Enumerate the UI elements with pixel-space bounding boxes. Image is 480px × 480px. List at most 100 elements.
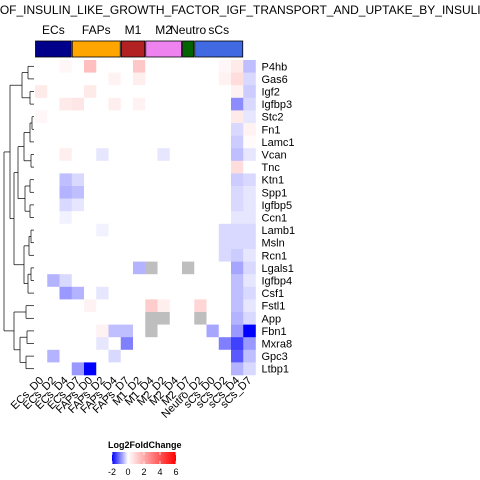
cell-Igfbp5-FAPs_D0 [84, 198, 97, 212]
cell-P4hb-ECs_D0 [35, 60, 48, 73]
cell-Igfbp3-FAPs_D4 [108, 97, 122, 111]
cell-Lgals1-M1_D2 [133, 261, 146, 275]
legend-tick-label: 0 [125, 467, 130, 477]
cell-Igfbp4-sCs_D7 [243, 274, 256, 288]
cell-Vcan-ECs_D2 [47, 148, 60, 162]
row-label-igfbp3: Igfbp3 [262, 99, 293, 111]
cell-Igfbp3-sCs_D7 [243, 97, 256, 111]
cell-P4hb-ECs_D4 [59, 60, 73, 73]
cell-Vcan-M1_D4 [145, 148, 158, 162]
cell-Gas6-sCs_D2 [218, 72, 232, 86]
cell-Igfbp3-M1_D4 [145, 97, 158, 111]
cell-Msln-sCs_D7 [243, 236, 256, 250]
cell-Tnc-M1_D2 [133, 160, 146, 174]
cell-App-sCs_D2 [218, 312, 232, 325]
cell-Msln-FAPs_D4 [108, 236, 122, 250]
cell-Igfbp5-sCs_D4 [231, 198, 244, 212]
cell-Igfbp3-sCs_D0 [206, 97, 220, 111]
cell-Fstl1-Neutro_D2 [194, 299, 207, 313]
cell-Ltbp1-FAPs_D0 [84, 362, 97, 376]
cell-Mxra8-sCs_D4 [231, 337, 244, 351]
cell-Fn1-M1_D2 [133, 123, 146, 136]
cell-Igfbp5-FAPs_D7 [120, 198, 134, 212]
row-label-lgals1: Lgals1 [262, 263, 294, 275]
cell-Csf1-FAPs_D7 [120, 286, 134, 300]
cell-Igfbp3-FAPs_D0 [84, 97, 97, 111]
cell-Rcn1-sCs_D0 [206, 249, 220, 262]
cell-Igf2-FAPs_D7 [120, 85, 134, 99]
legend-tick-label: -2 [108, 467, 116, 477]
cell-Msln-M2_D2 [157, 236, 171, 250]
cell-Vcan-FAPs_D7 [120, 148, 134, 162]
cell-Lamb1-FAPs_D2 [96, 223, 109, 237]
cell-Ktn1-sCs_D2 [218, 173, 232, 187]
cell-Igfbp3-M2_D7 [182, 97, 195, 111]
cell-Igf2-Neutro_D2 [194, 85, 207, 99]
cell-Rcn1-FAPs_D7 [120, 249, 134, 262]
cell-Rcn1-M2_D2 [157, 249, 171, 262]
cell-Ccn1-M2_D2 [157, 211, 171, 225]
row-labels: P4hbGas6Igf2Igfbp3Stc2Fn1Lamc1VcanTncKtn… [262, 61, 296, 375]
cell-Csf1-M1_D2 [133, 286, 146, 300]
cell-Fstl1-FAPs_D2 [96, 299, 109, 313]
cell-Stc2-M1_D2 [133, 110, 146, 124]
cell-Rcn1-sCs_D7 [243, 249, 256, 262]
cell-Mxra8-FAPs_D7 [120, 337, 134, 351]
cell-Tnc-M2_D2 [157, 160, 171, 174]
cell-Mxra8-M2_D7 [182, 337, 195, 351]
cell-Fstl1-FAPs_D4 [108, 299, 122, 313]
cell-Lgals1-M2_D4 [169, 261, 183, 275]
row-label-igf2: Igf2 [262, 87, 280, 99]
cell-App-M1_D4 [145, 312, 158, 325]
cell-Lamb1-M2_D7 [182, 223, 195, 237]
cell-Lgals1-sCs_D0 [206, 261, 220, 275]
cell-Ktn1-M1_D4 [145, 173, 158, 187]
cell-Msln-Neutro_D2 [194, 236, 207, 250]
cell-Igfbp5-ECs_D7 [71, 198, 85, 212]
cell-Ltbp1-FAPs_D4 [108, 362, 122, 376]
cell-Fbn1-M2_D4 [169, 324, 183, 338]
cell-Gas6-M1_D4 [145, 72, 158, 86]
cell-P4hb-FAPs_D2 [96, 60, 109, 73]
cell-Ltbp1-ECs_D0 [35, 362, 48, 376]
cell-Fstl1-ECs_D2 [47, 299, 60, 313]
cell-Rcn1-ECs_D4 [59, 249, 73, 262]
cell-Lamb1-ECs_D4 [59, 223, 73, 237]
cell-Mxra8-ECs_D7 [71, 337, 85, 351]
cell-Ktn1-M2_D4 [169, 173, 183, 187]
cell-Lamb1-FAPs_D7 [120, 223, 134, 237]
cell-Igfbp3-M2_D4 [169, 97, 183, 111]
cell-Lamb1-sCs_D2 [218, 223, 232, 237]
cell-Fbn1-M1_D4 [145, 324, 158, 338]
cell-Ktn1-M2_D7 [182, 173, 195, 187]
cell-Fbn1-Neutro_D2 [194, 324, 207, 338]
cell-Igf2-sCs_D2 [218, 85, 232, 99]
cell-Rcn1-Neutro_D2 [194, 249, 207, 262]
cell-Gpc3-ECs_D4 [59, 349, 73, 363]
row-label-csf1: Csf1 [262, 288, 285, 300]
row-label-ktn1: Ktn1 [262, 175, 285, 187]
cell-Vcan-sCs_D2 [218, 148, 232, 162]
cell-Fbn1-sCs_D2 [218, 324, 232, 338]
cell-Fn1-sCs_D2 [218, 123, 232, 136]
cell-Igf2-M2_D7 [182, 85, 195, 99]
cell-Igfbp3-ECs_D0 [35, 97, 48, 111]
cell-P4hb-sCs_D2 [218, 60, 232, 73]
cell-Gas6-sCs_D7 [243, 72, 256, 86]
cell-Lamc1-FAPs_D7 [120, 135, 134, 149]
cell-P4hb-Neutro_D2 [194, 60, 207, 73]
cell-P4hb-M2_D7 [182, 60, 195, 73]
cell-Spp1-M2_D4 [169, 186, 183, 199]
cell-Ccn1-ECs_D2 [47, 211, 60, 225]
cell-Stc2-FAPs_D2 [96, 110, 109, 124]
cell-Tnc-sCs_D2 [218, 160, 232, 174]
cell-P4hb-FAPs_D7 [120, 60, 134, 73]
cell-Stc2-M2_D2 [157, 110, 171, 124]
cell-Csf1-ECs_D4 [59, 286, 73, 300]
cell-App-FAPs_D0 [84, 312, 97, 325]
cell-Spp1-FAPs_D7 [120, 186, 134, 199]
cell-Lgals1-ECs_D2 [47, 261, 60, 275]
cell-Fbn1-ECs_D0 [35, 324, 48, 338]
cell-Fn1-M2_D7 [182, 123, 195, 136]
cell-Csf1-sCs_D0 [206, 286, 220, 300]
